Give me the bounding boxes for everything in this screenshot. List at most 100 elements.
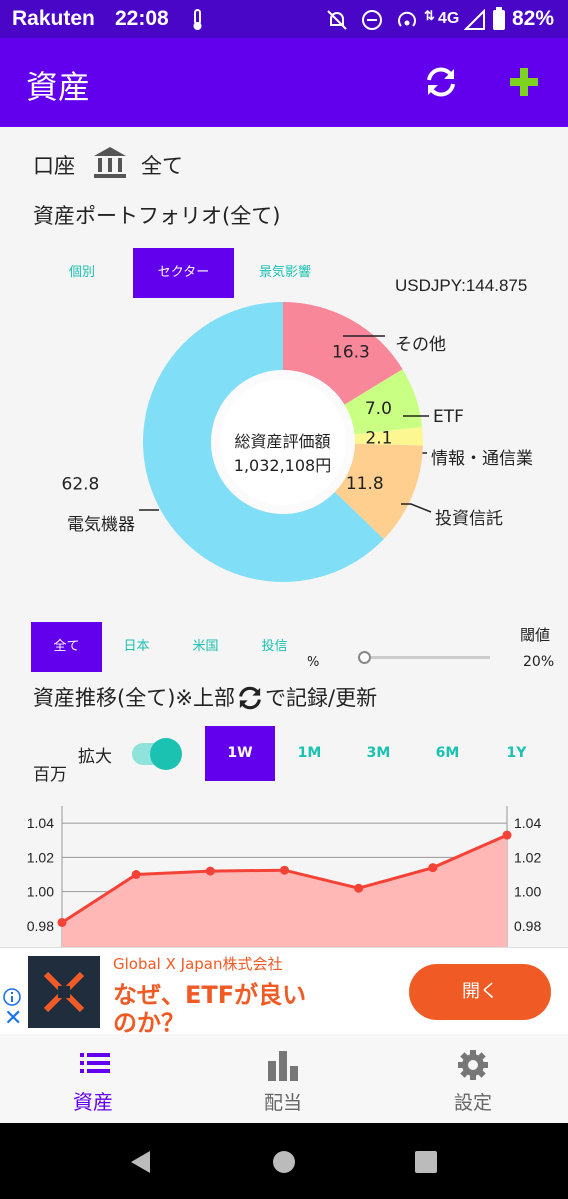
threshold-unit: % <box>307 655 320 670</box>
gear-icon <box>458 1050 488 1080</box>
zoom-label: 拡大 <box>78 747 112 767</box>
close-icon[interactable]: ✕ <box>4 1006 23 1031</box>
recents-icon[interactable] <box>414 1150 438 1174</box>
mute-icon <box>327 10 347 30</box>
y-tick-left-4: 0.98 <box>27 918 54 934</box>
y-tick-right-3: 1.00 <box>514 884 541 900</box>
donut-slice-3 <box>354 427 423 446</box>
unit-label: 百万 <box>33 765 67 785</box>
donut-slice-1 <box>283 302 403 405</box>
trend-title-pre: 資産推移(全て) <box>33 686 176 710</box>
thermometer-icon <box>193 9 202 30</box>
dnd-icon <box>362 10 382 30</box>
trend-title-post: で記録/更新 <box>265 686 378 710</box>
threshold-slider-track[interactable] <box>358 656 490 659</box>
account-value[interactable]: 全て <box>141 154 183 178</box>
slice-value-4: 11.8 <box>346 474 384 494</box>
account-label: 口座 <box>33 154 75 178</box>
trend-title-mid: ※上部 <box>175 686 235 710</box>
battery-icon <box>493 7 505 30</box>
ad-logo <box>28 956 100 1028</box>
battery-level: 82% <box>512 7 555 30</box>
fx-rate: USDJPY:144.875 <box>395 276 528 295</box>
clock: 22:08 <box>115 7 169 30</box>
info-icon[interactable] <box>3 988 21 1006</box>
back-icon[interactable] <box>128 1149 154 1175</box>
trend-title: 資産推移(全て)※上部 で記録/更新 <box>33 682 377 712</box>
tab-individual[interactable]: 個別 <box>68 265 95 280</box>
bank-icon[interactable] <box>92 144 128 180</box>
trend-point-7 <box>502 830 512 840</box>
filter-all[interactable]: 全て <box>31 622 102 672</box>
nav-assets-label: 資産 <box>73 1090 113 1114</box>
range-1m[interactable]: 1M <box>297 745 322 761</box>
donut-center-label: 総資産評価額 1,032,108円 <box>200 430 365 478</box>
nav-dividend-label: 配当 <box>264 1092 303 1114</box>
add-icon[interactable] <box>508 66 540 98</box>
threshold-label: 閾値 <box>520 626 551 644</box>
system-nav-bar <box>0 1123 568 1199</box>
range-1w[interactable]: 1W <box>205 726 275 781</box>
status-bar: Rakuten 22:08 ⇅ 4G 82% <box>0 0 568 38</box>
app-bar: 資産 <box>0 38 568 127</box>
ad-headline-2: のか？ <box>113 1009 185 1037</box>
ad-banner[interactable]: ✕ Global X Japan株式会社 なぜ、ETFが良い のか？ 開く <box>0 947 568 1037</box>
network-type: 4G <box>438 10 460 27</box>
tab-sector[interactable]: セクター <box>133 248 234 298</box>
nav-assets[interactable]: 資産 <box>40 1034 150 1123</box>
nav-settings-label: 設定 <box>454 1092 493 1114</box>
slice-value-1: 16.3 <box>332 343 370 363</box>
refresh-icon <box>239 686 261 710</box>
trend-point-2 <box>131 870 141 879</box>
donut-slice-4 <box>334 443 423 540</box>
home-icon[interactable] <box>272 1150 296 1174</box>
donut-hole <box>220 379 346 505</box>
nav-settings[interactable]: 設定 <box>418 1034 528 1123</box>
refresh-icon[interactable] <box>423 64 459 100</box>
zoom-toggle[interactable] <box>132 738 182 770</box>
asset-trend-chart: 1.04 1.04 1.02 1.02 1.00 1.00 0.98 0.98 <box>27 806 541 947</box>
ad-headline-1: なぜ、ETFが良い <box>113 981 307 1009</box>
slice-label-3: 情報・通信業 <box>431 449 533 469</box>
filter-japan[interactable]: 日本 <box>123 639 150 654</box>
slice-leader-4 <box>401 503 432 513</box>
y-tick-right-2: 1.02 <box>514 849 541 865</box>
data-arrows-icon: ⇅ <box>424 8 435 23</box>
tab-economy[interactable]: 景気影響 <box>258 265 311 280</box>
threshold-slider-thumb[interactable] <box>358 651 371 664</box>
trend-point-4 <box>280 865 289 875</box>
trend-area <box>62 835 507 947</box>
hotspot-icon <box>398 11 416 27</box>
slice-value-2: 7.0 <box>365 399 392 419</box>
y-tick-left-2: 1.02 <box>27 849 54 865</box>
total-label: 総資産評価額 <box>234 432 331 451</box>
portfolio-donut-chart: 16.3 その他 7.0 ETF 2.1 情報・通信業 11.8 投資信託 62.8 電気機器 <box>62 302 533 582</box>
slice-label-4: 投資信託 <box>435 509 503 529</box>
y-tick-left-3: 1.00 <box>27 884 54 900</box>
trend-point-5 <box>354 883 364 893</box>
trend-point-6 <box>428 863 438 873</box>
signal-icon <box>464 9 485 30</box>
trend-point-3 <box>205 866 215 876</box>
carrier: Rakuten <box>12 7 95 30</box>
slice-label-2: ETF <box>433 407 464 427</box>
threshold-value: 20% <box>523 654 555 670</box>
donut-slice-5 <box>143 302 384 582</box>
range-6m[interactable]: 6M <box>435 745 460 761</box>
slice-value-5: 62.8 <box>62 474 100 494</box>
y-tick-right-4: 0.98 <box>514 918 541 934</box>
portfolio-title: 資産ポートフォリオ(全て) <box>33 204 281 228</box>
trend-point-1 <box>57 917 67 927</box>
slice-label-1: その他 <box>395 335 446 355</box>
list-icon <box>80 1053 110 1073</box>
filter-us[interactable]: 米国 <box>192 639 219 654</box>
filter-fund[interactable]: 投信 <box>261 639 288 654</box>
nav-dividend[interactable]: 配当 <box>229 1034 339 1123</box>
page-title: 資産 <box>26 68 91 106</box>
bottom-nav: 資産 配当 設定 <box>0 1034 568 1123</box>
ad-company: Global X Japan株式会社 <box>113 955 283 973</box>
range-1y[interactable]: 1Y <box>506 745 527 761</box>
ad-open-button[interactable]: 開く <box>409 964 551 1020</box>
bar-chart-icon <box>268 1051 298 1081</box>
range-3m[interactable]: 3M <box>366 745 391 761</box>
